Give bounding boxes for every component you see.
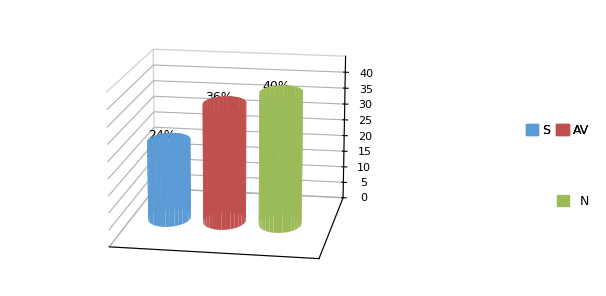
Legend: N: N	[552, 190, 594, 213]
Legend: S, AV: S, AV	[521, 119, 594, 142]
